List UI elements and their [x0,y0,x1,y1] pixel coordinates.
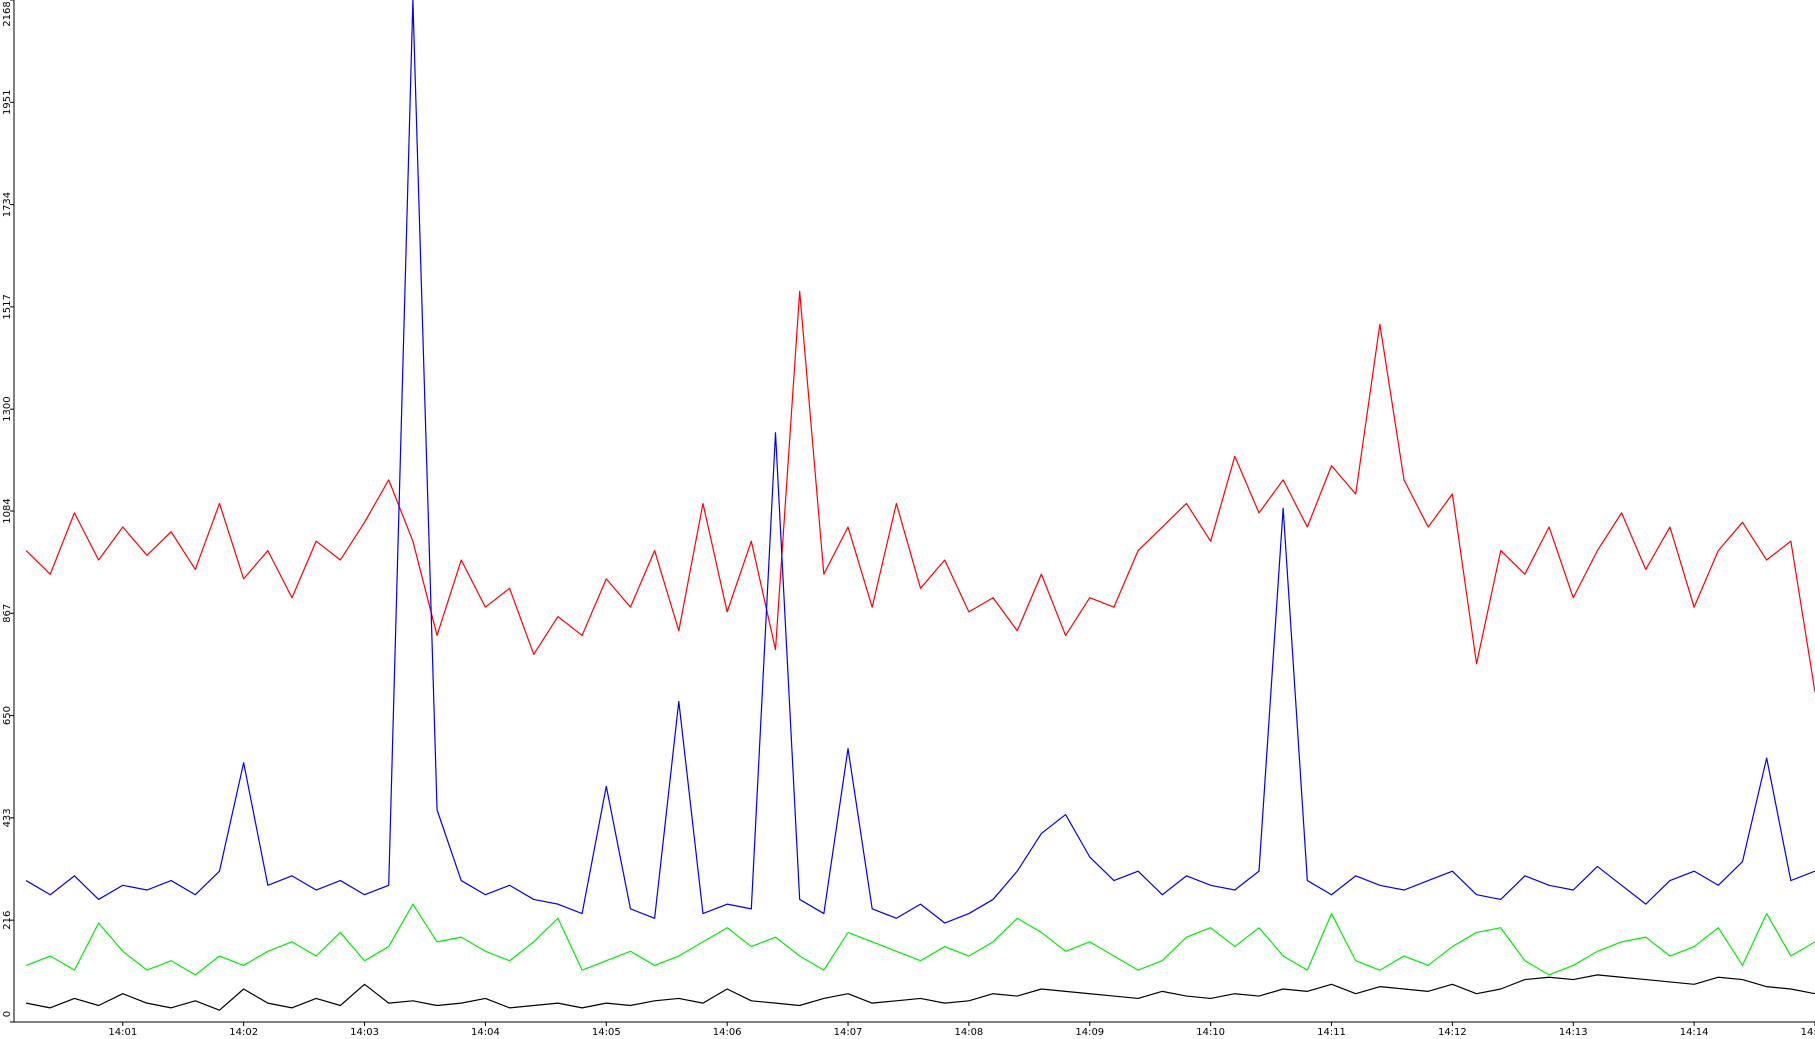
series-line [25,974,1815,1011]
x-tick-label: 14:14 [1680,1027,1709,1038]
series-line [25,0,1815,924]
y-tick-label: 1300 [2,396,13,421]
y-tick-label: 650 [2,706,13,725]
y-tick-label: 433 [2,808,13,827]
y-tick-label: 216 [2,911,13,930]
x-tick-label: 14:15 [1801,1027,1815,1038]
series-line [25,903,1815,976]
x-tick-label: 14:05 [592,1027,621,1038]
y-tick-label: 1084 [2,498,13,523]
y-tick-label: 2168 [2,1,13,26]
x-tick-label: 14:12 [1438,1027,1467,1038]
x-tick-label: 14:02 [229,1027,258,1038]
x-tick-label: 14:06 [713,1027,742,1038]
x-tick-label: 14:10 [1196,1027,1225,1038]
x-tick-label: 14:13 [1559,1027,1588,1038]
x-tick-label: 14:09 [1075,1027,1104,1038]
x-tick-label: 14:03 [350,1027,379,1038]
x-tick-label: 14:11 [1317,1027,1346,1038]
y-tick-label: 1951 [2,90,13,115]
y-tick-label: 1734 [2,192,13,217]
x-tick-label: 14:08 [954,1027,983,1038]
y-tick-label: 0 [2,1011,13,1017]
x-tick-label: 14:04 [471,1027,500,1038]
y-tick-label: 867 [2,604,13,623]
series-line [25,290,1815,693]
y-tick-label: 1517 [2,294,13,319]
x-tick-label: 14:07 [834,1027,863,1038]
x-tick-label: 14:01 [108,1027,137,1038]
